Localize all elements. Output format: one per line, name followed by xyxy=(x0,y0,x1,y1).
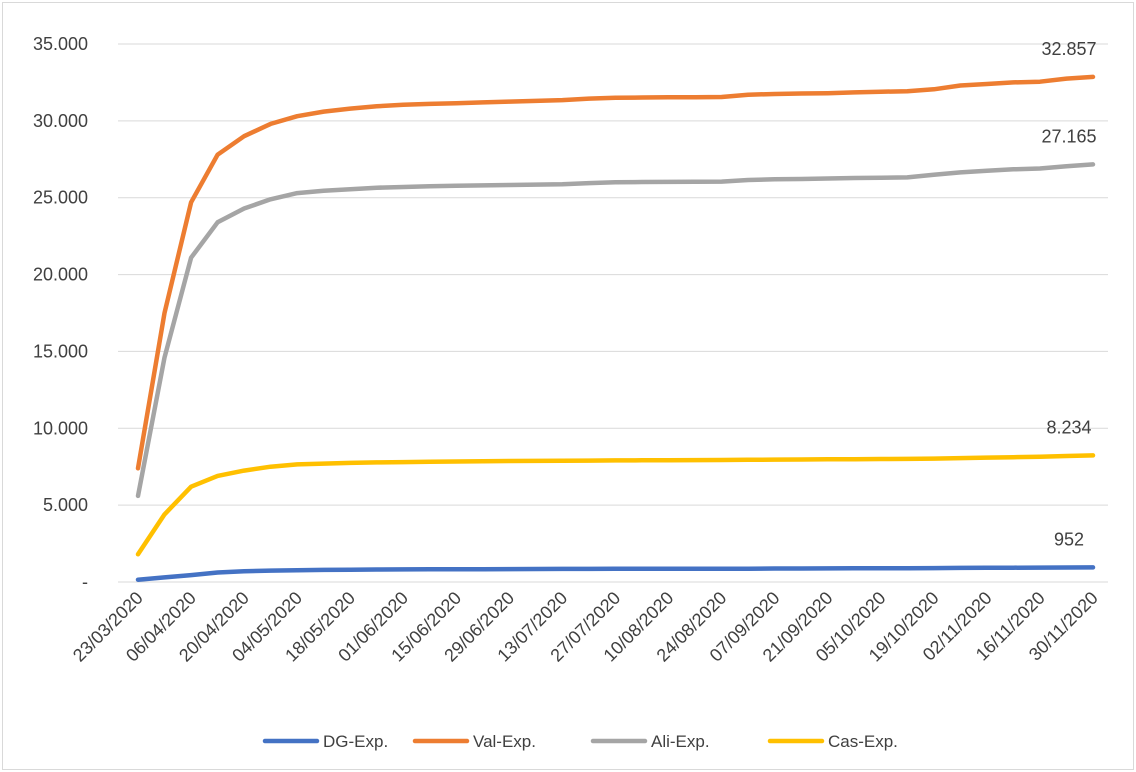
y-tick-label: 5.000 xyxy=(43,495,88,515)
y-tick-label: - xyxy=(82,572,88,592)
series-line-ali-exp xyxy=(135,162,1096,499)
y-axis-tick-labels: - 5.000 10.000 15.000 20.000 25.000 30.000 35.0… xyxy=(33,34,88,592)
data-label-dg-exp: 952 xyxy=(1054,529,1084,549)
y-tick-label: 35.000 xyxy=(33,34,88,54)
series-line-cas-exp xyxy=(135,453,1096,557)
gridlines xyxy=(118,43,1108,506)
line-chart: - 5.000 10.000 15.000 20.000 25.000 30.000 35.0… xyxy=(33,34,1108,751)
legend-label-ali-exp: Ali-Exp. xyxy=(651,732,710,751)
y-tick-label: 25.000 xyxy=(33,188,88,208)
data-label-cas-exp: 8.234 xyxy=(1046,417,1091,437)
legend-label-cas-exp: Cas-Exp. xyxy=(828,732,898,751)
series-end-labels: 952 32.857 27.165 8.234 xyxy=(1041,39,1096,549)
legend-label-dg-exp: DG-Exp. xyxy=(323,732,388,751)
legend: DG-Exp. Val-Exp. Ali-Exp. Cas-Exp. xyxy=(262,732,898,751)
y-tick-label: 30.000 xyxy=(33,111,88,131)
data-label-val-exp: 32.857 xyxy=(1041,39,1096,59)
legend-label-val-exp: Val-Exp. xyxy=(473,732,536,751)
y-tick-label: 10.000 xyxy=(33,418,88,438)
data-label-ali-exp: 27.165 xyxy=(1041,126,1096,146)
x-axis-tick-labels: 23/03/202006/04/202020/04/202004/05/2020… xyxy=(69,588,1102,666)
series-lines xyxy=(135,74,1096,582)
series-line-dg-exp xyxy=(135,565,1096,582)
y-tick-label: 15.000 xyxy=(33,341,88,361)
y-tick-label: 20.000 xyxy=(33,265,88,285)
series-line-val-exp xyxy=(135,74,1096,471)
